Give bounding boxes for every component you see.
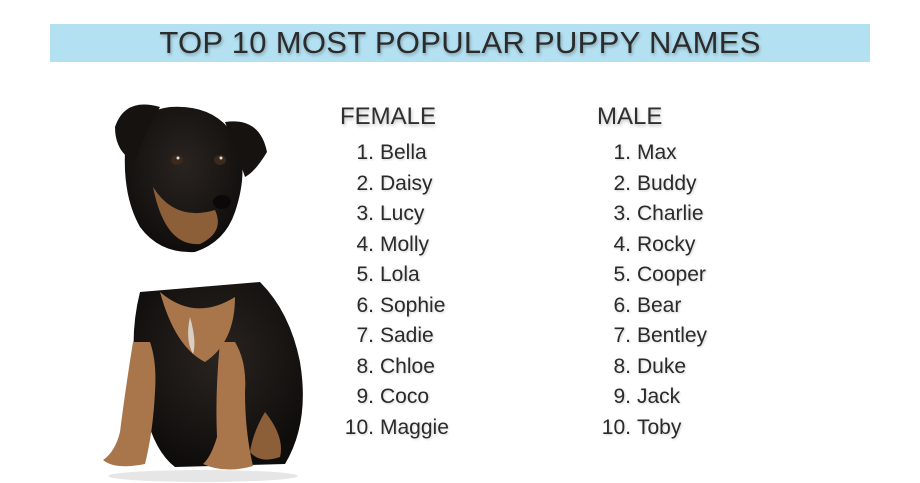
rank-number: 3. bbox=[356, 202, 374, 225]
rank-number: 5. bbox=[613, 263, 631, 286]
list-item: 6. Bear bbox=[597, 291, 797, 322]
puppy-name: Cooper bbox=[637, 263, 706, 286]
list-item: 9. Coco bbox=[340, 382, 540, 413]
list-item: 5. Lola bbox=[340, 260, 540, 291]
puppy-name: Max bbox=[637, 141, 677, 164]
list-item: 4. Rocky bbox=[597, 230, 797, 261]
puppy-name: Lola bbox=[380, 263, 420, 286]
puppy-name: Molly bbox=[380, 232, 430, 256]
rank-number: 1. bbox=[356, 141, 374, 164]
rank-number: 9. bbox=[356, 385, 374, 408]
rank-number: 9. bbox=[613, 385, 631, 408]
page-title: TOP 10 MOST POPULAR PUPPY NAMES bbox=[159, 25, 761, 60]
list-item: 10. Toby bbox=[597, 413, 797, 444]
female-name-list: 1. Bella 2. Daisy 3. Lucy 4. Molly 5. Lola 6.… bbox=[340, 138, 540, 443]
rank-number: 5. bbox=[356, 263, 374, 286]
puppy-image bbox=[103, 104, 303, 482]
rank-number: 4. bbox=[613, 232, 631, 256]
puppy-name: Sophie bbox=[380, 293, 446, 317]
male-heading: MALE bbox=[597, 103, 663, 130]
puppy-name: Bear bbox=[637, 293, 682, 317]
male-names-column: MALE 1. Max 2. Buddy 3. Charlie 4. Rocky 5. C… bbox=[597, 102, 797, 443]
male-name-list: 1. Max 2. Buddy 3. Charlie 4. Rocky 5. Cooper… bbox=[597, 138, 797, 443]
list-item: 2. Daisy bbox=[340, 169, 540, 200]
list-item: 6. Sophie bbox=[340, 291, 540, 322]
rank-number: 6. bbox=[613, 293, 631, 317]
puppy-name: Toby bbox=[637, 415, 682, 439]
list-item: 8. Chloe bbox=[340, 352, 540, 383]
rank-number: 2. bbox=[356, 171, 374, 195]
list-item: 10. Maggie bbox=[340, 413, 540, 444]
rank-number: 1. bbox=[613, 141, 631, 164]
puppy-name: Coco bbox=[380, 385, 430, 408]
puppy-name: Bentley bbox=[637, 324, 708, 347]
list-item: 7. Sadie bbox=[340, 321, 540, 352]
rank-number: 7. bbox=[356, 324, 374, 347]
rank-number: 7. bbox=[613, 324, 631, 347]
title-banner: TOP 10 MOST POPULAR PUPPY NAMES bbox=[50, 24, 870, 62]
puppy-name: Sadie bbox=[380, 324, 434, 347]
puppy-name: Duke bbox=[637, 354, 687, 378]
rank-number: 8. bbox=[613, 354, 631, 378]
list-item: 7. Bentley bbox=[597, 321, 797, 352]
puppy-name: Chloe bbox=[380, 354, 435, 378]
list-item: 4. Molly bbox=[340, 230, 540, 261]
list-item: 5. Cooper bbox=[597, 260, 797, 291]
rank-number: 2. bbox=[613, 171, 631, 195]
list-item: 8. Duke bbox=[597, 352, 797, 383]
rank-number: 10. bbox=[344, 415, 374, 439]
list-item: 2. Buddy bbox=[597, 169, 797, 200]
puppy-name: Buddy bbox=[637, 171, 697, 195]
puppy-name: Maggie bbox=[380, 415, 449, 439]
list-item: 9. Jack bbox=[597, 382, 797, 413]
puppy-name: Lucy bbox=[380, 202, 425, 225]
female-names-column: FEMALE 1. Bella 2. Daisy 3. Lucy 4. Molly 5.… bbox=[340, 102, 540, 443]
rank-number: 3. bbox=[613, 202, 631, 225]
rank-number: 8. bbox=[356, 354, 374, 378]
puppy-name: Jack bbox=[637, 385, 681, 408]
list-item: 1. Bella bbox=[340, 138, 540, 169]
female-heading: FEMALE bbox=[340, 103, 437, 130]
rank-number: 10. bbox=[601, 415, 631, 439]
rank-number: 4. bbox=[356, 232, 374, 256]
puppy-name: Daisy bbox=[380, 171, 433, 195]
puppy-name: Bella bbox=[380, 141, 427, 164]
puppy-name: Rocky bbox=[637, 232, 696, 256]
puppy-name: Charlie bbox=[637, 202, 704, 225]
list-item: 3. Lucy bbox=[340, 199, 540, 230]
list-item: 3. Charlie bbox=[597, 199, 797, 230]
rank-number: 6. bbox=[356, 293, 374, 317]
list-item: 1. Max bbox=[597, 138, 797, 169]
